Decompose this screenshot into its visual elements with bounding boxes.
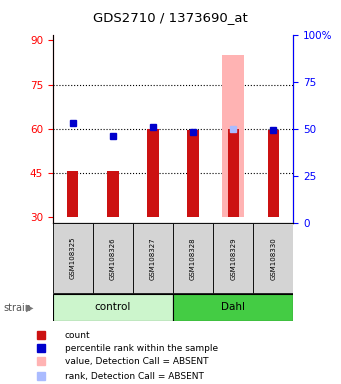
Text: GSM108328: GSM108328 bbox=[190, 237, 196, 280]
Bar bbox=[107, 171, 119, 217]
Bar bbox=[147, 129, 159, 217]
Bar bbox=[173, 223, 213, 293]
Bar bbox=[53, 223, 93, 293]
Text: rank, Detection Call = ABSENT: rank, Detection Call = ABSENT bbox=[65, 372, 204, 381]
Text: control: control bbox=[95, 302, 131, 312]
Text: value, Detection Call = ABSENT: value, Detection Call = ABSENT bbox=[65, 357, 208, 366]
Bar bbox=[188, 130, 199, 217]
Bar bbox=[93, 223, 133, 293]
Text: percentile rank within the sample: percentile rank within the sample bbox=[65, 344, 218, 353]
Text: GSM108327: GSM108327 bbox=[150, 237, 156, 280]
Text: GSM108326: GSM108326 bbox=[110, 237, 116, 280]
Bar bbox=[67, 171, 78, 217]
Bar bbox=[133, 223, 173, 293]
Bar bbox=[213, 223, 253, 293]
Bar bbox=[227, 129, 239, 217]
Bar bbox=[222, 55, 244, 217]
Text: Dahl: Dahl bbox=[221, 302, 245, 312]
Bar bbox=[268, 130, 279, 217]
Text: count: count bbox=[65, 331, 90, 340]
Text: GSM108325: GSM108325 bbox=[70, 237, 76, 280]
Text: strain: strain bbox=[3, 303, 31, 313]
Text: GDS2710 / 1373690_at: GDS2710 / 1373690_at bbox=[93, 11, 248, 24]
Text: GSM108329: GSM108329 bbox=[230, 237, 236, 280]
Text: GSM108330: GSM108330 bbox=[270, 237, 276, 280]
Bar bbox=[253, 223, 293, 293]
Bar bbox=[53, 294, 173, 321]
Text: ▶: ▶ bbox=[26, 303, 33, 313]
Bar bbox=[173, 294, 293, 321]
